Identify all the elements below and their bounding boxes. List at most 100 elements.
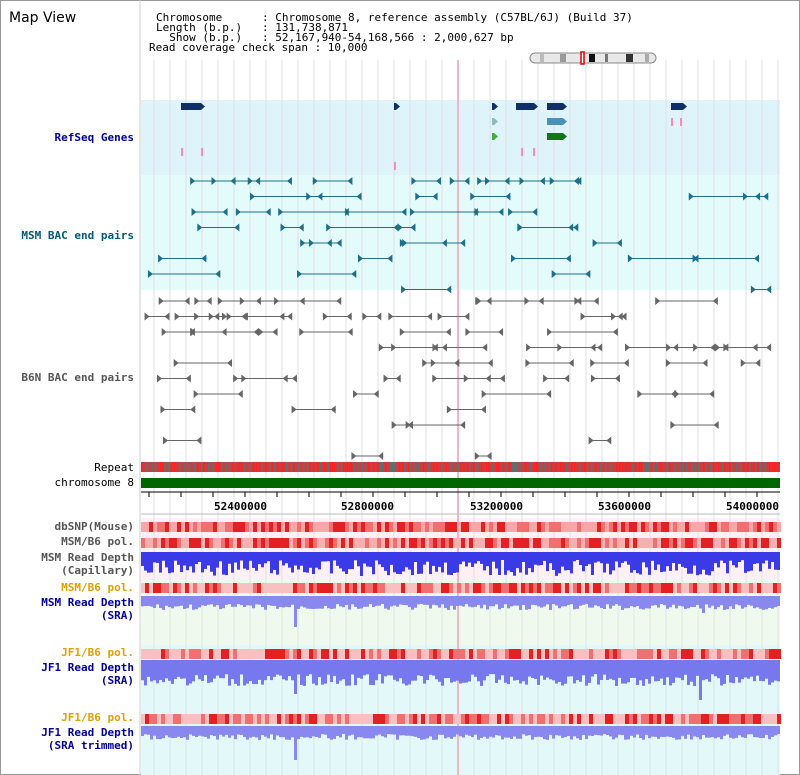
track-label-jf1-b6-pol: JF1/B6 pol. — [61, 646, 134, 659]
bac-end — [750, 285, 756, 294]
heat-cell — [677, 649, 681, 659]
heat-cell — [301, 714, 305, 724]
heat-cell — [149, 583, 153, 593]
bac-end — [441, 343, 447, 352]
header-show-range: Show (b.p.) : 52,167,940-54,168,566 : 2,… — [156, 31, 514, 44]
heat-cell — [509, 714, 513, 724]
repeat-segment — [368, 462, 370, 472]
heat-cell — [449, 649, 453, 659]
heat-cell — [473, 522, 477, 532]
repeat-segment — [382, 462, 384, 472]
bac-end — [300, 239, 306, 247]
depth-bar — [744, 596, 747, 608]
depth-bar — [726, 726, 729, 735]
heat-cell — [745, 649, 749, 659]
heat-cell — [697, 649, 701, 659]
depth-bar — [477, 552, 480, 562]
heat-cell — [269, 714, 273, 724]
depth-bar — [372, 660, 375, 686]
bac-end — [477, 177, 483, 185]
depth-bar — [642, 660, 645, 686]
depth-bar — [150, 726, 153, 740]
depth-bar — [735, 596, 738, 605]
heat-cell — [145, 538, 149, 548]
repeat-segment — [665, 462, 667, 472]
repeat-segment — [324, 462, 326, 472]
bac-end — [356, 192, 362, 201]
track-label-msm-b6-pol: MSM/B6 pol. — [61, 535, 134, 548]
depth-bar — [372, 596, 375, 608]
heat-cell — [477, 649, 481, 659]
depth-bar — [201, 596, 204, 606]
heat-cell — [445, 538, 449, 548]
bac-end — [156, 374, 162, 383]
heat-cell — [205, 583, 209, 593]
bac-end — [189, 328, 195, 336]
repeat-segment — [764, 462, 766, 472]
depth-bar — [297, 660, 300, 675]
heat-cell — [197, 583, 201, 593]
heat-cell — [557, 649, 561, 659]
heat-cell — [189, 714, 193, 724]
heat-cell — [545, 583, 549, 593]
depth-bar — [237, 660, 240, 686]
heat-cell — [561, 649, 565, 659]
repeat-segment — [147, 462, 149, 472]
heat-cell — [521, 522, 525, 532]
heat-cell — [405, 714, 409, 724]
bac-end — [637, 390, 643, 398]
depth-bar — [597, 552, 600, 562]
heat-cell — [469, 583, 473, 593]
depth-bar — [285, 596, 288, 607]
bac-end — [465, 328, 471, 336]
depth-bar — [465, 596, 468, 605]
heat-cell — [141, 522, 145, 532]
depth-bar — [630, 552, 633, 573]
bac-end — [343, 208, 349, 216]
heat-cell — [573, 538, 577, 548]
heat-cell — [425, 522, 429, 532]
depth-bar — [717, 596, 720, 608]
ideogram-band — [626, 54, 633, 62]
gene-body — [394, 103, 396, 110]
depth-bar — [225, 660, 228, 675]
bac-end — [185, 374, 191, 383]
depth-bar — [276, 596, 279, 609]
heat-cell — [253, 522, 257, 532]
depth-bar — [333, 552, 336, 561]
heat-cell — [625, 649, 629, 659]
heat-cell — [717, 649, 721, 659]
heat-cell — [649, 522, 653, 532]
depth-bar — [696, 726, 699, 738]
heat-cell — [397, 583, 401, 593]
depth-bar — [396, 660, 399, 682]
depth-bar — [690, 726, 693, 740]
heat-cell — [409, 714, 413, 724]
repeat-segment — [673, 462, 675, 472]
depth-bar — [456, 552, 459, 573]
bac-end — [399, 239, 405, 247]
heat-cell — [625, 583, 629, 593]
heat-cell — [253, 583, 257, 593]
bac-end — [510, 254, 516, 263]
depth-bar — [420, 726, 423, 740]
heat-cell — [465, 522, 469, 532]
depth-bar — [657, 552, 660, 565]
heat-cell — [281, 649, 285, 659]
heat-cell — [377, 583, 381, 593]
depth-bar — [609, 726, 612, 737]
depth-bar — [255, 726, 258, 738]
heat-cell — [237, 522, 241, 532]
heat-cell — [777, 714, 781, 724]
heat-cell — [625, 714, 629, 724]
heat-cell — [249, 583, 253, 593]
bac-end — [480, 405, 486, 414]
depth-bar — [465, 726, 468, 735]
depth-bar — [465, 552, 468, 567]
heat-cell — [425, 583, 429, 593]
heat-cell — [493, 538, 497, 548]
heat-cell — [509, 583, 513, 593]
heat-cell — [281, 538, 285, 548]
depth-bar — [246, 726, 249, 740]
heat-cell — [157, 583, 161, 593]
